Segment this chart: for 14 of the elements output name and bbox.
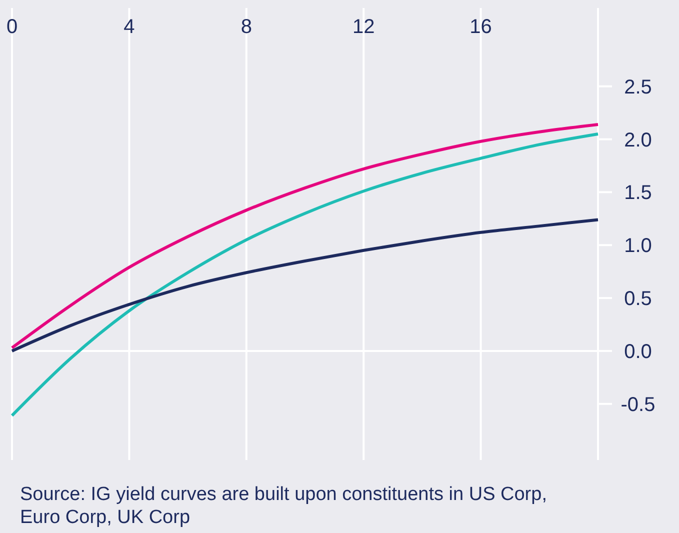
x-tick-label: 16 <box>470 16 492 38</box>
line-series <box>10 122 600 350</box>
y-tick-label: 2.0 <box>624 129 652 152</box>
x-tick-label: 8 <box>240 16 252 38</box>
x-tick-label: 0 <box>6 16 18 38</box>
y-tick-label: 1.0 <box>624 235 652 258</box>
x-tick-label: 4 <box>124 16 135 38</box>
y-tick-label: 2.5 <box>624 76 652 98</box>
y-tick-label: 0.5 <box>624 288 652 310</box>
y-tick-label: 0.0 <box>624 340 652 363</box>
x-tick-label: 12 <box>352 16 375 38</box>
y-tick-label: -0.5 <box>620 394 656 416</box>
source-note: Source: IG yield curves are built upon constituents in US Corp, Euro Corp, UK Corp <box>20 484 547 528</box>
y-tick-label: 1.5 <box>624 182 652 204</box>
